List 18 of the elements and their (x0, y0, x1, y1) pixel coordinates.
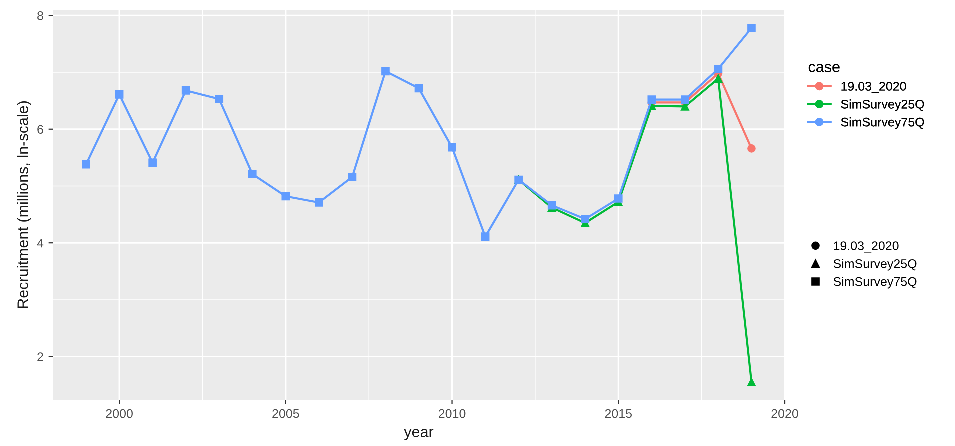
text: 19.03_2020 (834, 242, 899, 253)
y-tick-label: 6 (38, 125, 44, 134)
legend-label: 19.03_2020 (842, 82, 906, 94)
x-tick-label: 2015 (605, 409, 632, 418)
x-tick-label: 2000 (106, 409, 133, 418)
text: SimSurvey25Q (834, 259, 917, 271)
y-tick-label: 2 (38, 352, 44, 362)
y-tick-label: 4 (37, 239, 44, 248)
legend-label: SimSurvey75Q (841, 118, 924, 130)
x-tick-label: 2010 (439, 409, 466, 418)
x-tick-label: 2020 (772, 409, 798, 418)
x-tick-label: 2005 (272, 409, 300, 418)
x-axis-title: year (404, 429, 434, 440)
text: SimSurvey75Q (834, 277, 917, 289)
y-tick-label: 8 (38, 11, 44, 20)
legend-label: SimSurvey25Q (841, 100, 924, 112)
legend-title: case (808, 64, 840, 72)
y-axis-title: Recruitment (millions, ln-scale) (17, 102, 32, 308)
